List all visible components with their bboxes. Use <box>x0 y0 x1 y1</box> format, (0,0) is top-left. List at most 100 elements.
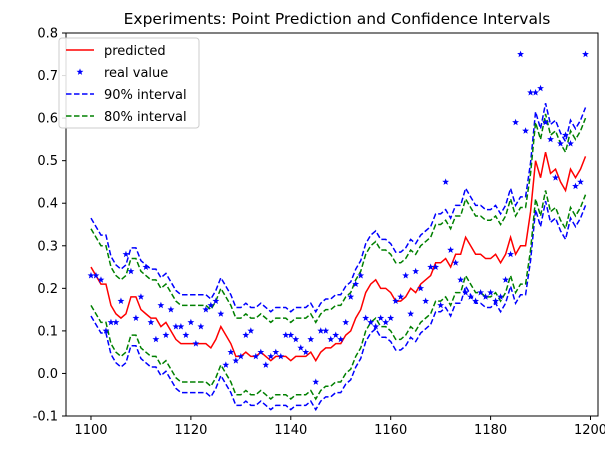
real-value-point <box>202 306 210 313</box>
real-value-point <box>417 284 425 292</box>
y-tick-label: 0.6 <box>37 112 58 127</box>
real-value-point <box>487 288 495 296</box>
real-value-point <box>362 314 370 322</box>
real-value-point <box>117 297 125 305</box>
real-value-point <box>572 182 579 190</box>
real-value-point <box>442 178 450 185</box>
real-value-point <box>332 331 340 339</box>
real-value-point <box>322 327 330 334</box>
real-value-point <box>167 306 175 313</box>
real-value-point <box>502 276 510 283</box>
x-tick-label: 1140 <box>274 423 307 438</box>
real-value-point <box>147 318 155 326</box>
series-80-interval-lower <box>90 190 587 401</box>
real-value-point <box>542 118 549 126</box>
real-value-point <box>122 250 130 258</box>
legend-label-90-interval: 90% interval <box>104 88 187 103</box>
real-value-point <box>292 335 300 343</box>
y-tick-label: 0.2 <box>37 282 58 297</box>
real-value-point <box>392 297 400 305</box>
real-value-point <box>107 318 115 326</box>
real-value-point <box>397 293 405 300</box>
real-value-point <box>252 352 260 360</box>
real-value-point <box>282 331 290 339</box>
x-tick-label: 1100 <box>74 423 107 438</box>
real-value-point <box>352 280 360 287</box>
real-value-point <box>272 348 280 356</box>
x-tick-label: 1120 <box>174 423 207 438</box>
series-90-interval-upper <box>90 103 587 314</box>
real-value-point <box>467 293 475 300</box>
real-value-point <box>342 318 350 326</box>
real-value-point <box>212 297 220 305</box>
real-value-point <box>552 174 559 181</box>
real-value-point <box>357 271 365 279</box>
real-value-point <box>162 331 170 339</box>
y-tick-label: 0.1 <box>37 324 58 339</box>
real-value-point <box>427 263 435 270</box>
real-value-point <box>462 288 470 296</box>
real-value-point <box>537 84 544 92</box>
plot-frame <box>65 32 599 417</box>
real-value-point <box>197 323 205 330</box>
series-90-interval-lower <box>90 200 587 412</box>
real-value-point <box>157 301 165 309</box>
real-value-point <box>137 293 145 300</box>
real-value-point <box>432 263 440 270</box>
real-value-point <box>262 361 270 368</box>
real-value-point <box>377 314 385 322</box>
axis-ticks: 1100 1120 1140 1160 1180 1200 -0.1 0.0 0.1 0.2 0.3… <box>33 27 605 439</box>
real-value-point <box>367 318 375 326</box>
real-value-point <box>242 331 250 339</box>
chart-title: Experiments: Point Prediction and Confid… <box>124 10 551 28</box>
real-value-point <box>437 301 445 309</box>
y-tick-label: 0.7 <box>37 69 58 84</box>
real-value-point <box>522 127 529 134</box>
real-value-point <box>407 310 415 317</box>
real-value-point <box>562 131 569 139</box>
real-value-point <box>287 331 295 339</box>
real-value-point <box>532 88 539 96</box>
real-value-point <box>192 340 200 347</box>
real-value-point <box>277 352 285 360</box>
real-value-point <box>267 352 275 360</box>
real-value-point <box>247 327 255 334</box>
real-value-point <box>127 267 135 275</box>
real-value-point <box>582 50 589 58</box>
real-value-point <box>302 348 310 356</box>
real-value-point <box>207 301 215 309</box>
x-tick-label: 1160 <box>374 423 407 438</box>
real-value-point <box>412 267 420 275</box>
real-value-point <box>507 250 515 258</box>
real-value-point <box>102 327 110 334</box>
real-value-point <box>497 293 505 300</box>
real-value-point <box>97 276 105 283</box>
real-value-point <box>142 263 150 270</box>
real-value-point <box>382 318 390 326</box>
real-value-point <box>132 314 140 322</box>
real-value-point <box>492 297 500 305</box>
real-value-point <box>297 344 305 351</box>
real-value-point <box>512 118 519 126</box>
real-value-point <box>312 378 320 385</box>
real-value-point <box>232 357 240 364</box>
x-tick-label: 1200 <box>574 423 605 438</box>
real-value-point <box>347 293 355 300</box>
legend-swatch-real-value <box>76 68 84 75</box>
real-value-point <box>87 271 95 279</box>
real-value-point <box>337 335 345 343</box>
real-value-point <box>172 323 180 330</box>
real-value-point <box>447 246 455 253</box>
series-80-interval-upper <box>90 113 587 324</box>
legend-label-real-value: real value <box>104 66 168 81</box>
real-value-point <box>547 135 554 143</box>
y-tick-label: 0.4 <box>37 197 58 212</box>
real-value-point <box>227 348 235 356</box>
real-value-point <box>472 297 480 305</box>
real-value-point <box>517 50 524 58</box>
series-predicted-line <box>90 151 587 363</box>
real-value-point <box>317 327 325 334</box>
real-value-point <box>527 88 534 96</box>
real-value-point <box>112 318 120 326</box>
plot-area <box>87 50 589 412</box>
